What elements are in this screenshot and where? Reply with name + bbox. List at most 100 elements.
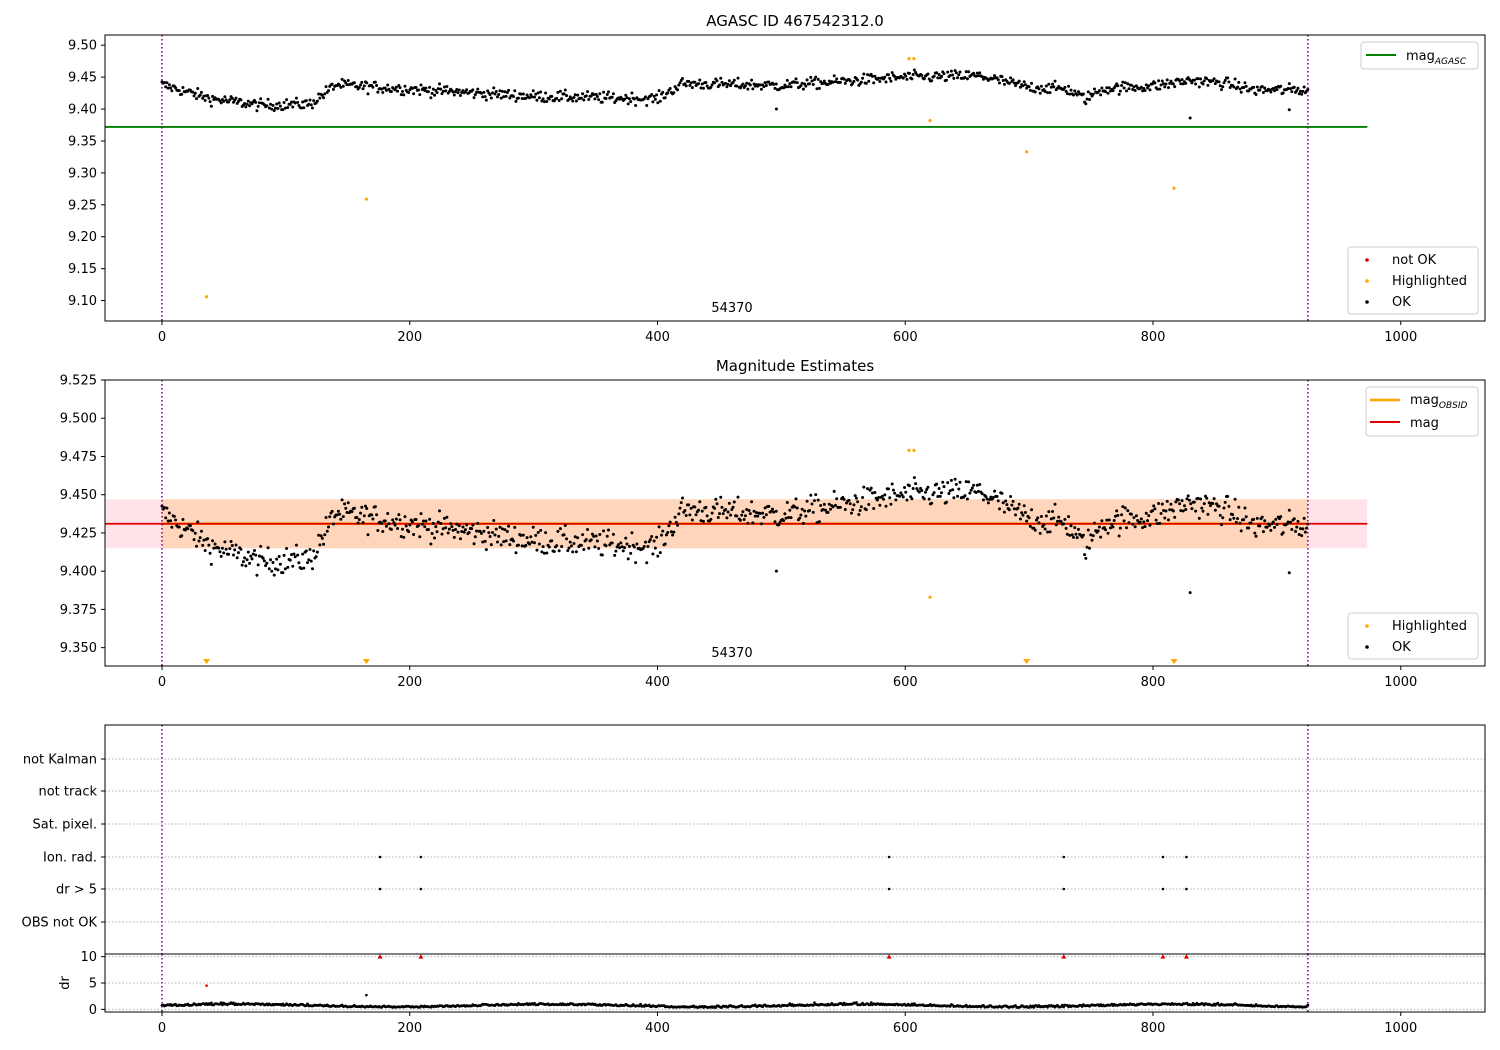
- ok-point: [581, 92, 585, 96]
- ok-point: [1049, 517, 1053, 521]
- ok-point: [567, 97, 571, 101]
- ok-point: [362, 84, 366, 88]
- ok-point: [948, 73, 952, 77]
- ok-point: [1059, 520, 1063, 524]
- ok-point: [663, 542, 667, 546]
- ok-point: [888, 76, 892, 80]
- ok-point: [905, 77, 909, 81]
- ok-point: [307, 558, 311, 562]
- ok-point: [424, 86, 428, 90]
- ok-point: [1010, 503, 1014, 507]
- ok-point: [1047, 82, 1051, 86]
- ok-point: [1194, 82, 1198, 86]
- ok-point: [735, 514, 739, 518]
- ok-point: [436, 87, 440, 91]
- ok-point: [589, 94, 593, 98]
- ok-point: [1104, 528, 1108, 532]
- ok-point: [560, 97, 564, 101]
- ok-point: [957, 487, 961, 491]
- ok-point: [568, 540, 572, 544]
- ok-point: [1298, 527, 1302, 531]
- legend-box: [1347, 612, 1479, 660]
- ok-point: [926, 485, 930, 489]
- ok-point: [907, 484, 911, 488]
- ok-point: [1292, 517, 1296, 521]
- ok-point: [699, 519, 703, 523]
- ok-point: [392, 521, 396, 525]
- ok-point: [489, 96, 493, 100]
- highlighted-point: [204, 295, 209, 299]
- ok-point: [312, 549, 316, 553]
- ok-point: [997, 507, 1001, 511]
- ok-point: [736, 495, 740, 499]
- ok-point: [199, 529, 203, 533]
- ok-point: [763, 81, 767, 85]
- ok-point: [420, 522, 424, 526]
- ok-point: [1074, 532, 1078, 536]
- ok-point: [756, 514, 760, 518]
- ok-point: [455, 522, 459, 526]
- ok-point: [1197, 85, 1201, 89]
- ok-point: [740, 513, 744, 517]
- ok-point: [310, 567, 314, 571]
- ok-point: [1100, 519, 1104, 523]
- ok-point: [1067, 515, 1071, 519]
- ok-point: [1289, 520, 1293, 524]
- ok-point: [164, 516, 168, 520]
- ok-point: [172, 514, 176, 518]
- ok-point: [265, 104, 269, 108]
- ok-point: [276, 107, 280, 111]
- ok-point: [219, 101, 223, 105]
- ok-point: [340, 498, 344, 502]
- ok-point: [1106, 91, 1110, 95]
- ok-point: [898, 494, 902, 498]
- ok-point: [391, 518, 395, 522]
- ok-point: [1141, 526, 1145, 530]
- ok-point: [272, 573, 276, 577]
- ok-point: [761, 511, 765, 515]
- ok-point: [463, 528, 467, 532]
- ok-point: [782, 519, 786, 523]
- ok-point: [277, 555, 281, 559]
- ok-point: [1034, 518, 1038, 522]
- ok-point: [207, 543, 211, 547]
- ok-point: [346, 501, 350, 505]
- ok-point: [1153, 507, 1157, 511]
- ok-point: [504, 94, 508, 98]
- ok-point: [614, 549, 618, 553]
- ok-point: [745, 81, 749, 85]
- ok-point: [331, 522, 335, 526]
- ok-point: [785, 501, 789, 505]
- ok-point: [893, 75, 897, 79]
- ok-point: [625, 96, 629, 100]
- ok-point: [545, 551, 549, 555]
- ok-point: [935, 71, 939, 75]
- ok-point: [729, 513, 733, 517]
- ok-point: [272, 109, 276, 113]
- ok-point: [320, 536, 324, 540]
- ok-point: [537, 96, 541, 100]
- ok-point: [890, 482, 894, 486]
- ok-point: [911, 73, 915, 77]
- ok-point: [1199, 497, 1203, 501]
- ok-point: [239, 98, 243, 102]
- ok-point: [956, 76, 960, 80]
- ok-point: [1025, 519, 1029, 523]
- flag-event-point: [1161, 887, 1165, 891]
- ok-point: [1037, 521, 1041, 525]
- ok-point: [339, 517, 343, 521]
- ok-point: [586, 90, 590, 94]
- ok-point: [1218, 513, 1222, 517]
- ok-point: [764, 84, 768, 88]
- panel-agasc-obs-bounds: [161, 35, 1309, 321]
- ok-point: [227, 552, 231, 556]
- ok-point: [699, 86, 703, 90]
- ok-point: [1017, 79, 1021, 83]
- ok-point: [889, 502, 893, 506]
- legend-label-highlighted: Highlighted: [1392, 274, 1467, 289]
- ok-point: [1178, 502, 1182, 506]
- ok-point: [1275, 88, 1279, 92]
- ok-point: [375, 513, 379, 517]
- ok-point: [1141, 89, 1145, 93]
- ok-point: [800, 507, 804, 511]
